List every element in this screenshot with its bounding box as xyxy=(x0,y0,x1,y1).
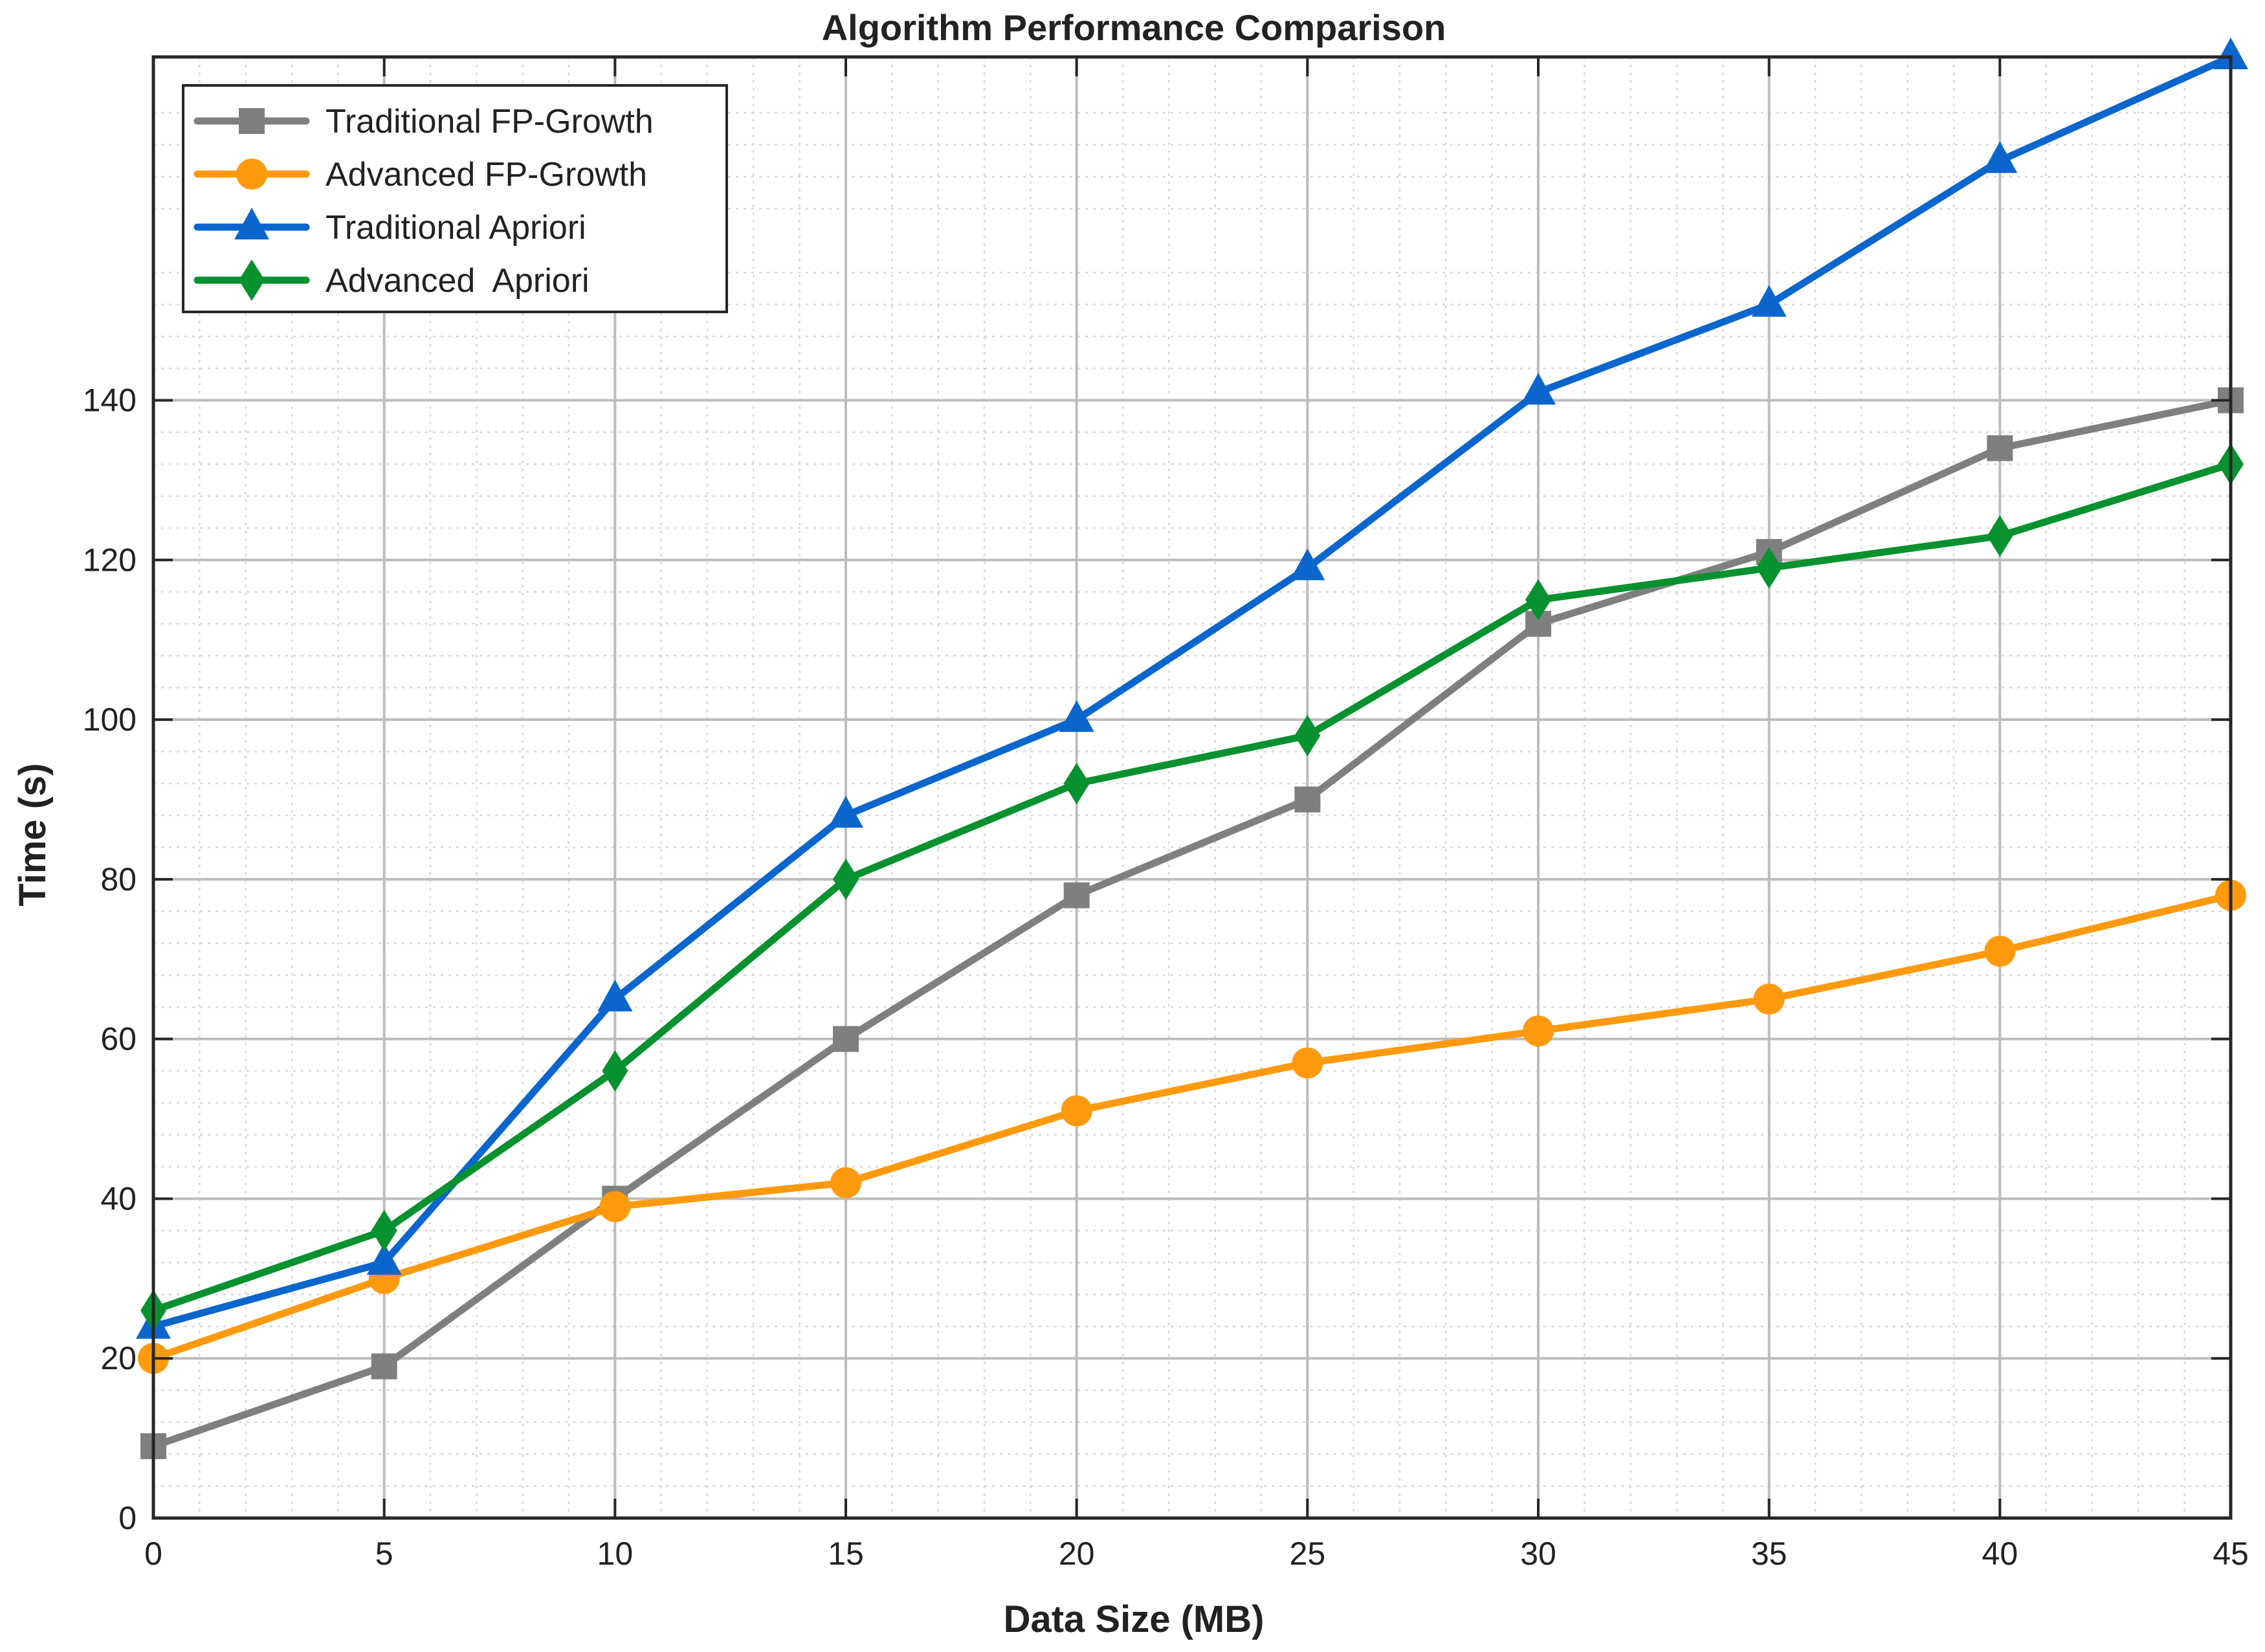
data-point xyxy=(1059,700,1094,732)
x-axis-label: Data Size (MB) xyxy=(1004,1598,1265,1640)
data-point xyxy=(1063,762,1090,804)
x-tick-label: 45 xyxy=(2213,1536,2249,1572)
data-point xyxy=(833,858,859,900)
series-line xyxy=(149,53,2235,1330)
data-point xyxy=(1756,547,1782,589)
data-point xyxy=(1294,786,1321,813)
y-tick-label: 40 xyxy=(100,1180,137,1217)
series-line xyxy=(149,892,2235,1362)
legend-label: Advanced FP-Growth xyxy=(326,156,647,193)
data-point xyxy=(1982,141,2018,173)
data-point xyxy=(371,1209,397,1251)
data-point xyxy=(833,1026,859,1052)
data-point xyxy=(371,1353,397,1380)
data-point xyxy=(1290,548,1325,580)
legend-item: Advanced FP-Growth xyxy=(193,156,647,193)
y-tick-label: 140 xyxy=(83,382,137,419)
series-4 xyxy=(140,443,2244,1332)
x-tick-label: 0 xyxy=(144,1536,162,1572)
legend-item: Traditional FP-Growth xyxy=(193,103,654,140)
data-point xyxy=(1751,285,1787,317)
x-tick-label: 30 xyxy=(1520,1536,1556,1572)
x-tick-label: 10 xyxy=(597,1536,634,1572)
legend-label: Traditional Apriori xyxy=(326,209,586,247)
data-point xyxy=(1525,579,1551,621)
minor-grid xyxy=(153,57,2231,1518)
y-tick-label: 0 xyxy=(118,1500,137,1536)
series-3 xyxy=(136,38,2248,1339)
x-tick-label: 40 xyxy=(1982,1536,2018,1572)
data-point xyxy=(1294,714,1321,756)
legend-item: Traditional Apriori xyxy=(193,208,586,247)
y-axis-label: Time (s) xyxy=(12,763,54,906)
data-point xyxy=(1987,515,2013,557)
data-point xyxy=(2213,38,2248,69)
legend-marker xyxy=(239,108,265,134)
series-line xyxy=(149,460,2235,1314)
legend-label: Advanced Apriori xyxy=(326,262,590,300)
data-point xyxy=(1523,1015,1554,1047)
x-tick-label: 15 xyxy=(828,1536,864,1572)
data-point xyxy=(602,1050,628,1092)
series-layer xyxy=(136,38,2248,1459)
y-tick-label: 120 xyxy=(83,542,137,578)
x-tick-label: 5 xyxy=(375,1536,393,1572)
y-tick-label: 80 xyxy=(100,861,137,898)
chart-title: Algorithm Performance Comparison xyxy=(822,7,1446,48)
data-point xyxy=(1292,1047,1323,1079)
x-tick-label: 35 xyxy=(1751,1536,1787,1572)
legend-marker xyxy=(239,259,265,301)
x-tick-label: 25 xyxy=(1290,1536,1326,1572)
data-point xyxy=(830,1167,861,1198)
data-point xyxy=(597,979,633,1011)
data-point xyxy=(366,1243,402,1275)
axes-frame xyxy=(151,55,2233,1520)
data-point xyxy=(1987,435,2013,461)
data-point xyxy=(828,796,863,828)
y-tick-labels: 0 20 40 60 80 100 120 140 xyxy=(83,382,137,1536)
series-line xyxy=(149,397,2235,1450)
y-tick-label: 60 xyxy=(100,1021,137,1057)
y-tick-label: 100 xyxy=(83,701,137,738)
data-point xyxy=(599,1191,631,1222)
data-point xyxy=(1063,882,1090,909)
y-tick-label: 20 xyxy=(100,1340,137,1376)
data-point xyxy=(1753,983,1785,1015)
legend-label: Traditional FP-Growth xyxy=(326,103,654,140)
tick-marks xyxy=(152,57,2232,1519)
legend-marker xyxy=(234,208,269,239)
legend: Traditional FP-Growth Advanced FP-Growth T… xyxy=(182,84,728,313)
legend-item: Advanced Apriori xyxy=(193,259,590,301)
x-tick-labels: 0 5 10 15 20 25 30 35 40 45 xyxy=(144,1536,2249,1572)
data-point xyxy=(1984,935,2016,967)
data-point xyxy=(1521,373,1556,405)
legend-marker xyxy=(236,159,267,190)
x-tick-label: 20 xyxy=(1059,1536,1095,1572)
data-point xyxy=(1061,1095,1092,1127)
